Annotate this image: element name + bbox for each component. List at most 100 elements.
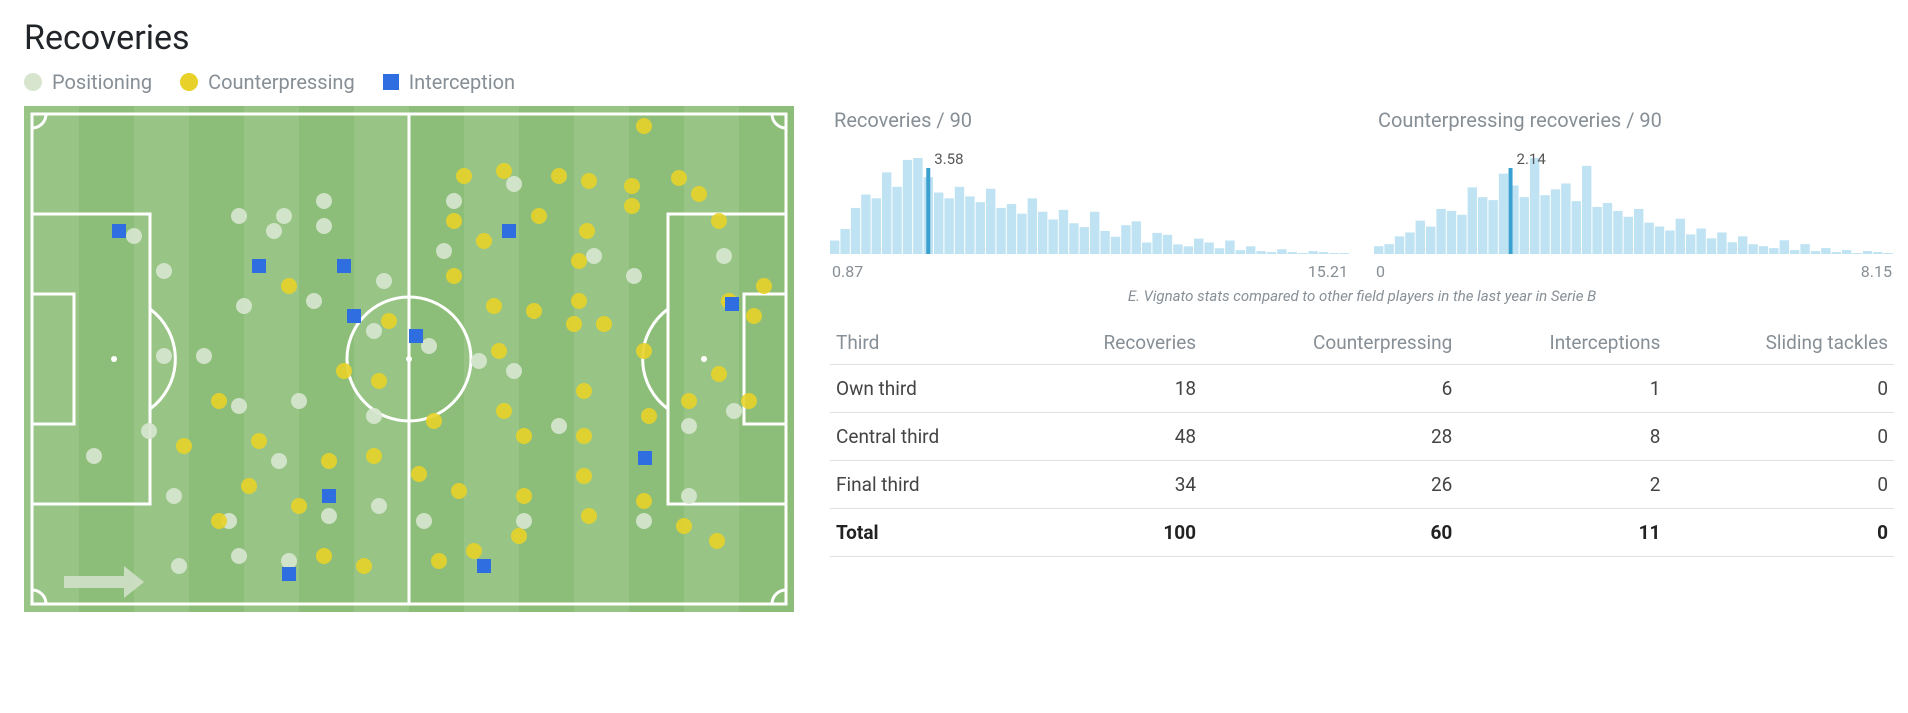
counterpressing-marker	[176, 438, 192, 454]
counterpressing-marker	[211, 513, 227, 529]
positioning-marker	[266, 223, 282, 239]
counterpressing-marker	[746, 308, 762, 324]
positioning-marker	[231, 548, 247, 564]
interception-marker	[409, 329, 423, 343]
positioning-marker	[366, 323, 382, 339]
legend-label: Counterpressing	[208, 70, 355, 94]
counterpressing-marker	[576, 468, 592, 484]
interception-marker	[477, 559, 491, 573]
counterpressing-marker	[691, 186, 707, 202]
table-row: Own third18610	[830, 365, 1894, 413]
hist-min: 0	[1376, 262, 1385, 281]
counterpressing-marker	[566, 316, 582, 332]
counterpressing-marker	[576, 383, 592, 399]
counterpressing-marker	[581, 508, 597, 524]
col-1: Recoveries	[1025, 321, 1202, 365]
interception-swatch	[383, 74, 399, 90]
col-2: Counterpressing	[1202, 321, 1458, 365]
counterpressing-marker	[381, 313, 397, 329]
interception-marker	[112, 224, 126, 238]
positioning-marker	[626, 268, 642, 284]
counterpressing-marker	[571, 293, 587, 309]
counterpressing-marker	[581, 173, 597, 189]
counterpressing-marker	[316, 548, 332, 564]
counterpressing-marker	[356, 558, 372, 574]
counterpressing-marker	[431, 553, 447, 569]
counterpressing-marker	[741, 393, 757, 409]
positioning-marker	[306, 293, 322, 309]
interception-marker	[322, 489, 336, 503]
legend-item-interception: Interception	[383, 70, 515, 94]
interception-marker	[252, 259, 266, 273]
positioning-marker	[681, 488, 697, 504]
legend-label: Positioning	[52, 70, 152, 94]
counterpressing-marker	[596, 316, 612, 332]
counterpressing-marker	[526, 303, 542, 319]
counterpressing-marker	[511, 528, 527, 544]
positioning-marker	[156, 263, 172, 279]
positioning-marker	[281, 553, 297, 569]
counterpressing-marker	[711, 366, 727, 382]
positioning-marker	[376, 273, 392, 289]
counterpressing-swatch	[180, 73, 198, 91]
counterpressing-marker	[446, 213, 462, 229]
table-row: Central third482880	[830, 413, 1894, 461]
svg-text:3.58: 3.58	[934, 150, 963, 168]
counterpressing-marker	[291, 498, 307, 514]
positioning-marker	[506, 176, 522, 192]
positioning-marker	[421, 338, 437, 354]
positioning-marker	[196, 348, 212, 364]
interception-marker	[502, 224, 516, 238]
positioning-marker	[156, 348, 172, 364]
positioning-marker	[716, 248, 732, 264]
table-row-total: Total10060110	[830, 509, 1894, 557]
pitch-chart	[24, 106, 794, 612]
compare-note: E. Vignato stats compared to other field…	[830, 287, 1894, 305]
legend-label: Interception	[409, 70, 515, 94]
interception-marker	[347, 309, 361, 323]
table-row: Final third342620	[830, 461, 1894, 509]
hist-min: 0.87	[832, 262, 863, 281]
counterpressing-marker	[241, 478, 257, 494]
positioning-marker	[586, 248, 602, 264]
positioning-marker	[681, 418, 697, 434]
counterpressing-marker	[636, 343, 652, 359]
counterpressing-marker	[251, 433, 267, 449]
counterpressing-marker	[711, 213, 727, 229]
hist-max: 8.15	[1861, 262, 1892, 281]
hist-title: Counterpressing recoveries / 90	[1374, 108, 1894, 132]
positioning-marker	[271, 453, 287, 469]
positioning-marker	[166, 488, 182, 504]
positioning-marker	[551, 418, 567, 434]
interception-marker	[725, 297, 739, 311]
positioning-marker	[416, 513, 432, 529]
positioning-marker	[291, 393, 307, 409]
positioning-marker	[471, 353, 487, 369]
counterpressing-marker	[636, 118, 652, 134]
hist-max: 15.21	[1308, 262, 1348, 281]
hist-title: Recoveries / 90	[830, 108, 1350, 132]
counterpressing-marker	[496, 403, 512, 419]
counterpressing-marker	[446, 268, 462, 284]
positioning-marker	[366, 408, 382, 424]
positioning-marker	[726, 403, 742, 419]
counterpressing-marker	[496, 163, 512, 179]
counterpressing-marker	[571, 253, 587, 269]
counterpressing-marker	[366, 448, 382, 464]
legend-item-positioning: Positioning	[24, 70, 152, 94]
counterpressing-marker	[336, 363, 352, 379]
positioning-marker	[141, 423, 157, 439]
counterpressing-marker	[576, 428, 592, 444]
col-4: Sliding tackles	[1666, 321, 1894, 365]
interception-marker	[337, 259, 351, 273]
interception-marker	[282, 567, 296, 581]
counterpressing-marker	[709, 533, 725, 549]
positioning-marker	[276, 208, 292, 224]
positioning-marker	[506, 363, 522, 379]
col-3: Interceptions	[1458, 321, 1666, 365]
positioning-marker	[316, 193, 332, 209]
counterpressing-marker	[681, 393, 697, 409]
counterpressing-marker	[451, 483, 467, 499]
stats-table: ThirdRecoveriesCounterpressingIntercepti…	[830, 321, 1894, 557]
positioning-marker	[231, 208, 247, 224]
